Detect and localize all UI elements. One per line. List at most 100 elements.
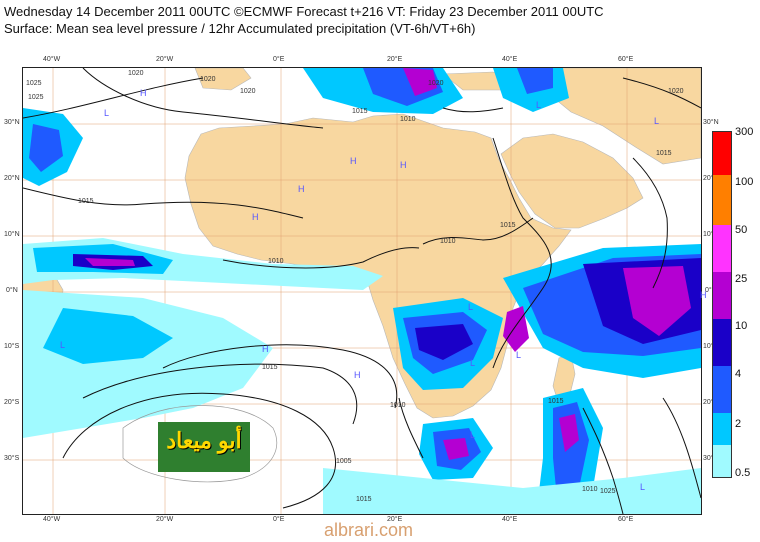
site-watermark: albrari.com — [324, 520, 414, 540]
high-pressure-marker: H — [350, 156, 357, 166]
isobar-label: 1025 — [26, 80, 42, 87]
lat-label-right: 30°N — [703, 119, 719, 126]
colorbar-segment-100 — [713, 175, 731, 225]
low-pressure-marker: L — [516, 350, 522, 360]
lat-label-left: 30°N — [4, 119, 20, 126]
precip-atlantic-peak — [85, 258, 135, 266]
lon-label-top: 0°E — [273, 56, 285, 63]
isobar-label: 1020 — [240, 88, 256, 95]
thin-contours — [122, 405, 278, 483]
isobar-label: 1010 — [400, 116, 416, 123]
precip-mediterranean-peak — [403, 68, 437, 96]
lon-label-top: 40°E — [502, 56, 518, 63]
precip-madagascar-peak — [559, 414, 579, 452]
lat-label-left: 20°S — [4, 399, 20, 406]
low-pressure-marker: L — [640, 482, 646, 492]
colorbar-segment-4 — [713, 366, 731, 413]
low-pressure-marker: L — [468, 302, 474, 312]
isobar-label: 1015 — [356, 496, 372, 503]
lat-label-right: 10°S — [703, 343, 719, 350]
colorbar-segment-0.5 — [713, 445, 731, 477]
colorbar-label: 25 — [735, 273, 748, 285]
watermark-text: أبو ميعاد — [166, 428, 242, 453]
colorbar-segment-10 — [713, 319, 731, 366]
isobar-label: 1010 — [390, 402, 406, 409]
isobar-label: 1020 — [200, 76, 216, 83]
precip-indian-ocean-peak — [623, 266, 691, 336]
high-pressure-marker: H — [400, 160, 407, 170]
isobar-label: 1005 — [336, 458, 352, 465]
low-pressure-marker: L — [470, 430, 476, 440]
precip-colorbar — [712, 131, 732, 478]
isobar-label: 1015 — [352, 108, 368, 115]
lon-label-bottom: 40°W — [43, 516, 61, 523]
colorbar-label: 100 — [735, 176, 754, 188]
lat-label-right: 0°N — [705, 287, 717, 294]
precip-levant-core — [517, 68, 553, 94]
lat-label-left: 20°N — [4, 175, 20, 182]
high-pressure-marker: H — [298, 184, 305, 194]
isobar-label: 1020 — [668, 88, 684, 95]
lat-label-right: 30°S — [703, 455, 719, 462]
lon-label-bottom: 20°E — [387, 516, 403, 523]
lat-label-left: 30°S — [4, 455, 20, 462]
low-pressure-marker: L — [104, 108, 110, 118]
lat-label-left: 0°N — [6, 287, 18, 294]
isobar-label: 1015 — [78, 198, 94, 205]
colorbar-segment-2 — [713, 413, 731, 445]
isobar-label: 1025 — [600, 488, 616, 495]
map-subtitle: Surface: Mean sea level pressure / 12hr … — [4, 21, 476, 36]
lat-label-left: 10°S — [4, 343, 20, 350]
colorbar-segment-25 — [713, 272, 731, 319]
watermark-badge — [158, 422, 250, 472]
high-pressure-marker: H — [252, 212, 259, 222]
high-pressure-marker: H — [700, 290, 707, 300]
low-pressure-marker: L — [60, 340, 66, 350]
weather-map — [22, 67, 702, 515]
colorbar-label: 50 — [735, 224, 748, 236]
lon-label-top: 60°E — [618, 56, 634, 63]
isobar-label: 1010 — [440, 238, 456, 245]
high-pressure-marker: H — [354, 370, 361, 380]
lon-label-bottom: 20°W — [156, 516, 174, 523]
precip-south-atlantic-core — [43, 308, 173, 364]
colorbar-label: 0.5 — [735, 467, 751, 479]
lon-label-bottom: 0°E — [273, 516, 285, 523]
map-title: Wednesday 14 December 2011 00UTC ©ECMWF … — [4, 4, 604, 19]
colorbar-label: 10 — [735, 320, 748, 332]
lat-label-right: 20°N — [703, 175, 719, 182]
lon-label-bottom: 40°E — [502, 516, 518, 523]
colorbar-segment-50 — [713, 225, 731, 272]
isobar-label: 1025 — [28, 94, 44, 101]
low-pressure-marker: L — [654, 116, 660, 126]
isobar-label: 1015 — [548, 398, 564, 405]
precipitation-layer — [23, 68, 701, 514]
low-pressure-marker: L — [536, 100, 542, 110]
lat-label-right: 10°N — [703, 231, 719, 238]
precip-southern-africa-peak — [443, 438, 469, 460]
precip-central-africa-heavy — [415, 324, 473, 360]
isobar-label: 1015 — [262, 364, 278, 371]
colorbar-label: 300 — [735, 126, 754, 138]
high-pressure-marker: H — [140, 88, 147, 98]
precip-southern-track — [323, 468, 701, 514]
colorbar-label: 2 — [735, 418, 742, 430]
lon-label-bottom: 60°E — [618, 516, 634, 523]
colorbar-label: 4 — [735, 368, 742, 380]
precip-south-atlantic — [23, 290, 273, 438]
isobar-label: 1015 — [656, 150, 672, 157]
lon-label-top: 20°W — [156, 56, 174, 63]
colorbar-segment-300 — [713, 132, 731, 175]
isobars — [23, 68, 701, 514]
lat-label-right: 20°S — [703, 399, 719, 406]
map-canvas — [23, 68, 701, 514]
precip-nw-atlantic-core — [29, 124, 63, 172]
isobar-label: 1010 — [268, 258, 284, 265]
isobar-label: 1020 — [128, 70, 144, 77]
isobar-label: 1015 — [500, 222, 516, 229]
precip-tanzania-peak — [503, 306, 529, 352]
lon-label-top: 40°W — [43, 56, 61, 63]
lat-label-left: 10°N — [4, 231, 20, 238]
lon-label-top: 20°E — [387, 56, 403, 63]
isobar-label: 1010 — [582, 486, 598, 493]
